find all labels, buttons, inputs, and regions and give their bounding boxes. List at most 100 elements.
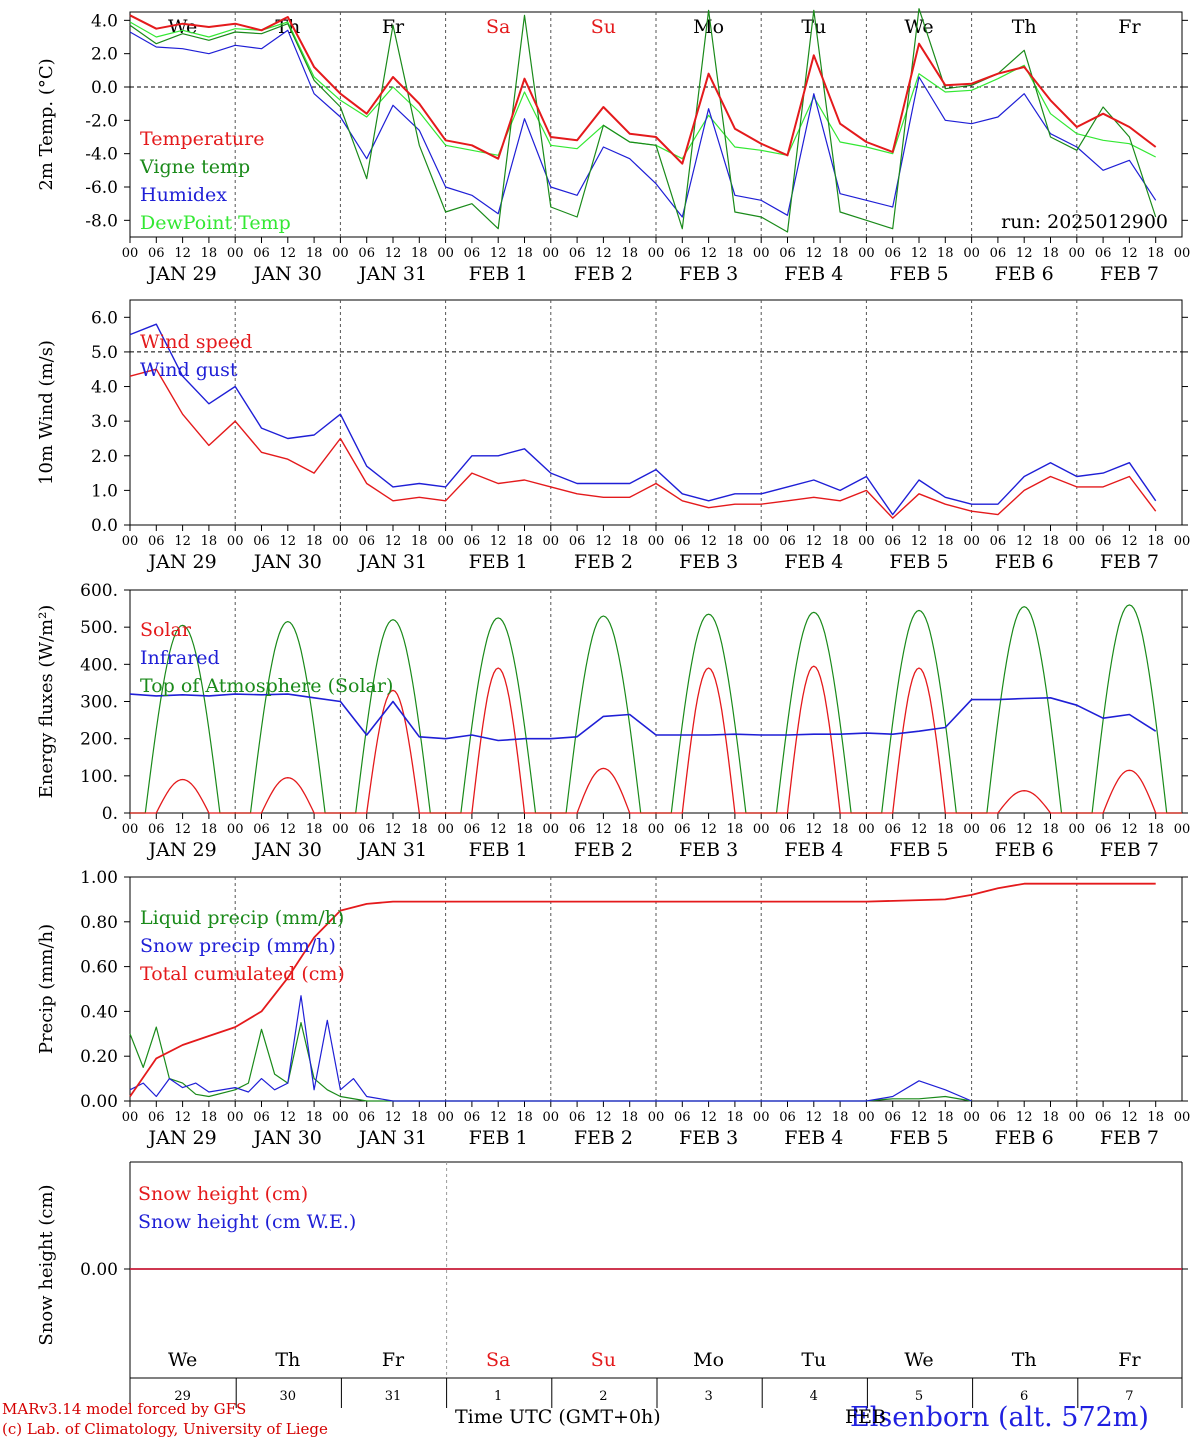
hour-tick-label: 12 bbox=[700, 822, 717, 837]
date-label: FEB 3 bbox=[679, 839, 738, 861]
hour-tick-label: 06 bbox=[569, 246, 586, 261]
y-tick-label: 2.0 bbox=[91, 447, 118, 467]
hour-tick-label: 06 bbox=[148, 534, 165, 549]
hour-tick-label: 12 bbox=[595, 1110, 612, 1125]
hour-tick-label: 00 bbox=[1069, 534, 1086, 549]
time-axis-label: Time UTC (GMT+0h) bbox=[455, 1406, 661, 1428]
legend-entry: Snow height (cm) bbox=[138, 1183, 308, 1205]
hour-tick-label: 00 bbox=[227, 822, 244, 837]
hour-tick-label: 12 bbox=[174, 534, 191, 549]
hour-tick-label: 18 bbox=[832, 1110, 849, 1125]
hour-tick-label: 00 bbox=[543, 822, 560, 837]
legend-entry: Infrared bbox=[140, 647, 220, 669]
hour-tick-label: 18 bbox=[306, 246, 323, 261]
hour-tick-label: 12 bbox=[595, 534, 612, 549]
date-label: FEB 1 bbox=[469, 839, 528, 861]
legend-entry: Temperature bbox=[140, 128, 264, 150]
hour-tick-label: 00 bbox=[753, 822, 770, 837]
date-label: FEB 7 bbox=[1100, 1127, 1159, 1149]
series-line bbox=[129, 693, 1157, 742]
hour-tick-label: 12 bbox=[806, 822, 823, 837]
hour-tick-label: 12 bbox=[911, 246, 928, 261]
date-label: FEB 2 bbox=[574, 1127, 633, 1149]
hour-tick-label: 12 bbox=[911, 822, 928, 837]
y-tick-label: 0.40 bbox=[80, 1002, 118, 1022]
y-tick-label: 0.00 bbox=[80, 1092, 118, 1112]
hour-tick-label: 06 bbox=[464, 1110, 481, 1125]
y-tick-label: 300. bbox=[80, 693, 118, 713]
hour-tick-label: 06 bbox=[358, 1110, 375, 1125]
legend-entry: Total cumulated (cm) bbox=[140, 963, 345, 985]
legend-entry: Solar bbox=[140, 619, 192, 641]
hour-tick-label: 06 bbox=[358, 822, 375, 837]
hour-tick-label: 12 bbox=[490, 822, 507, 837]
date-label: JAN 29 bbox=[147, 839, 217, 861]
hour-tick-label: 00 bbox=[437, 246, 454, 261]
hour-tick-label: 12 bbox=[174, 246, 191, 261]
hour-tick-label: 06 bbox=[674, 246, 691, 261]
hour-tick-label: 18 bbox=[201, 246, 218, 261]
y-tick-label: 1.0 bbox=[91, 481, 118, 501]
hour-tick-label: 06 bbox=[148, 1110, 165, 1125]
hour-tick-label: 00 bbox=[963, 1110, 980, 1125]
hour-tick-label: 18 bbox=[937, 534, 954, 549]
hour-tick-label: 12 bbox=[385, 822, 402, 837]
hour-tick-label: 00 bbox=[227, 1110, 244, 1125]
legend-entry: Top of Atmosphere (Solar) bbox=[140, 675, 393, 697]
series-line bbox=[129, 995, 972, 1102]
hour-tick-label: 06 bbox=[1095, 246, 1112, 261]
date-label: FEB 1 bbox=[469, 263, 528, 285]
series-line bbox=[129, 29, 1157, 218]
hour-tick-label: 12 bbox=[385, 534, 402, 549]
date-label: FEB 6 bbox=[995, 839, 1054, 861]
y-tick-label: 6.0 bbox=[91, 308, 118, 328]
date-label: JAN 30 bbox=[252, 839, 322, 861]
day-label: Th bbox=[1012, 16, 1037, 38]
y-tick-label: 0.80 bbox=[80, 913, 118, 933]
hour-tick-label: 00 bbox=[1069, 1110, 1086, 1125]
hour-tick-label: 18 bbox=[1147, 822, 1164, 837]
hour-tick-label: 18 bbox=[516, 534, 533, 549]
hour-tick-label: 00 bbox=[648, 822, 665, 837]
series-line bbox=[129, 882, 1156, 1098]
hour-tick-label: 06 bbox=[148, 246, 165, 261]
series-line bbox=[129, 8, 1157, 233]
hour-tick-label: 00 bbox=[858, 534, 875, 549]
day-label: Mo bbox=[693, 16, 724, 38]
hour-tick-label: 18 bbox=[937, 246, 954, 261]
hour-tick-label: 06 bbox=[1095, 822, 1112, 837]
hour-tick-label: 18 bbox=[1147, 246, 1164, 261]
date-label: FEB 4 bbox=[784, 551, 843, 573]
hour-tick-label: 06 bbox=[990, 534, 1007, 549]
hour-tick-label: 00 bbox=[753, 534, 770, 549]
y-tick-label: -4.0 bbox=[85, 145, 118, 165]
date-label: JAN 31 bbox=[357, 263, 427, 285]
day-label: Fr bbox=[1118, 16, 1141, 38]
hour-tick-label: 00 bbox=[543, 534, 560, 549]
hour-tick-label: 00 bbox=[648, 1110, 665, 1125]
hour-tick-label: 06 bbox=[779, 246, 796, 261]
hour-tick-label: 12 bbox=[1016, 822, 1033, 837]
hour-tick-label: 18 bbox=[621, 1110, 638, 1125]
hour-tick-label: 06 bbox=[674, 534, 691, 549]
date-label: JAN 31 bbox=[357, 839, 427, 861]
hour-tick-label: 12 bbox=[595, 822, 612, 837]
hour-tick-label: 18 bbox=[832, 534, 849, 549]
date-label: FEB 1 bbox=[469, 551, 528, 573]
legend-entry: Snow height (cm W.E.) bbox=[138, 1211, 356, 1233]
hour-tick-label: 12 bbox=[280, 246, 297, 261]
y-tick-label: -8.0 bbox=[85, 211, 118, 231]
hour-tick-label: 06 bbox=[674, 822, 691, 837]
y-tick-label: 1.00 bbox=[80, 868, 118, 888]
hour-tick-label: 12 bbox=[174, 1110, 191, 1125]
hour-tick-label: 18 bbox=[937, 1110, 954, 1125]
hour-tick-label: 12 bbox=[1121, 246, 1138, 261]
hour-tick-label: 06 bbox=[358, 246, 375, 261]
date-label: FEB 7 bbox=[1100, 263, 1159, 285]
hour-tick-label: 06 bbox=[1095, 1110, 1112, 1125]
y-axis-label: 2m Temp. (°C) bbox=[36, 58, 57, 190]
legend-entry: Vigne temp bbox=[139, 156, 250, 178]
day-label: We bbox=[904, 16, 933, 38]
date-label: FEB 5 bbox=[889, 1127, 948, 1149]
